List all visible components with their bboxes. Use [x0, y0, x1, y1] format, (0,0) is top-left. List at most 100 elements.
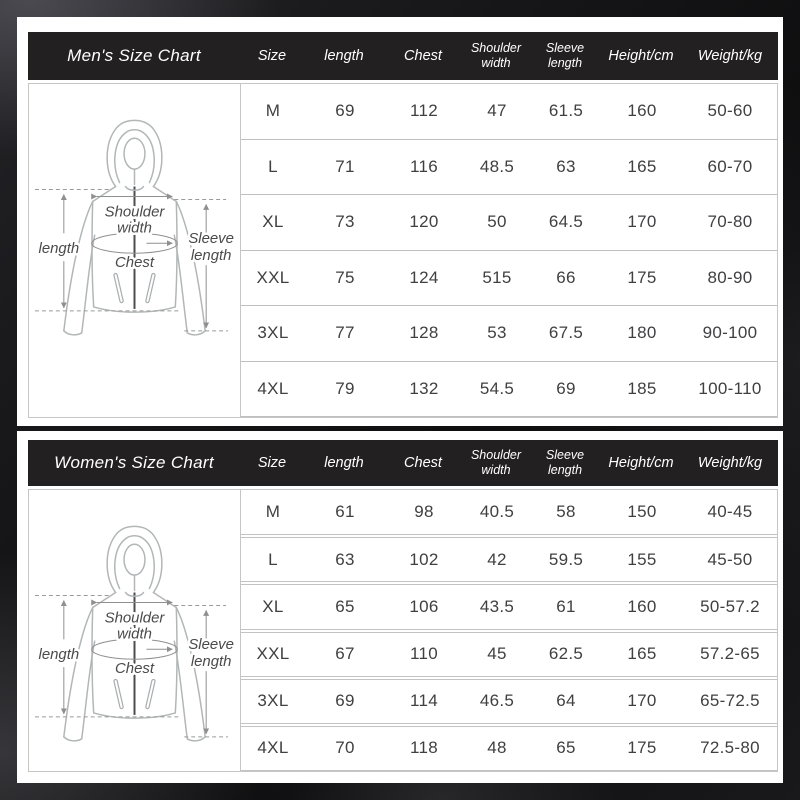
cell-weight: 72.5-80 — [700, 738, 760, 758]
length-label: length — [39, 646, 80, 663]
cell-chest: 110 — [409, 644, 438, 664]
col-header-length: length — [324, 48, 364, 64]
table-row: 3XL 77 128 53 67.5 180 90-100 — [241, 306, 777, 362]
cell-shoulder-width: 515 — [482, 267, 512, 287]
jacket-measurement-diagram: length Shoulder width Chest Sleeve lengt… — [29, 490, 241, 771]
chest-ellipse — [91, 232, 178, 254]
cell-chest: 128 — [409, 323, 439, 343]
shoulder-width-label-line1: Shoulder — [105, 203, 166, 220]
cell-height: 160 — [627, 101, 657, 121]
cell-height: 165 — [627, 644, 657, 664]
cell-weight: 50-60 — [707, 101, 753, 121]
jacket-measurement-diagram: length Shoulder width Chest Sleeve lengt… — [29, 84, 241, 417]
shoulder-width-label-line1: Shoulder — [105, 609, 166, 626]
cell-chest: 132 — [409, 378, 439, 398]
mens-table-header: Men's Size Chart Size length Chest Shoul… — [28, 32, 778, 80]
shoulder-width-label-line2: width — [117, 625, 152, 642]
cell-size: M — [265, 502, 281, 522]
cell-length: 75 — [335, 267, 355, 287]
cell-chest: 118 — [409, 738, 438, 758]
cell-shoulder-width: 48 — [487, 738, 507, 758]
cell-length: 79 — [335, 378, 355, 398]
mens-size-rows: M 69 112 47 61.5 160 50-60 L 71 116 48.5… — [241, 84, 777, 417]
womens-size-chart-panel: Women's Size Chart Size length Chest Sho… — [17, 431, 783, 783]
table-row: XL 65 106 43.5 61 160 50-57.2 — [241, 584, 777, 630]
cell-size: XXL — [256, 267, 290, 287]
cell-length: 69 — [335, 691, 355, 711]
cell-size: M — [265, 101, 281, 121]
cell-shoulder-width: 46.5 — [479, 691, 515, 711]
col-header-sleeve-length: Sleeve length — [545, 41, 585, 70]
cell-shoulder-width: 54.5 — [479, 378, 515, 398]
cell-sleeve-length: 66 — [556, 267, 576, 287]
cell-size: 4XL — [257, 378, 289, 398]
mens-chart-title: Men's Size Chart — [67, 46, 201, 65]
cell-sleeve-length: 59.5 — [548, 549, 584, 569]
cell-shoulder-width: 42 — [487, 549, 507, 569]
measurement-annotations: length Shoulder width Chest Sleeve lengt… — [34, 595, 236, 738]
cell-shoulder-width: 43.5 — [479, 596, 515, 616]
cell-chest: 116 — [409, 156, 438, 176]
cell-sleeve-length: 64 — [556, 691, 576, 711]
jacket-diagram-svg: length Shoulder width Chest Sleeve lengt… — [34, 525, 236, 742]
cell-height: 170 — [627, 212, 657, 232]
sleeve-length-label-line1: Sleeve — [188, 636, 234, 653]
cell-height: 175 — [627, 267, 657, 287]
cell-height: 150 — [627, 502, 657, 522]
cell-size: XXL — [256, 644, 290, 664]
sleeve-length-label-line2: length — [191, 653, 232, 670]
cell-sleeve-length: 62.5 — [548, 644, 584, 664]
cell-length: 61 — [335, 502, 355, 522]
cell-sleeve-length: 69 — [556, 378, 576, 398]
cell-sleeve-length: 58 — [556, 502, 576, 522]
cell-height: 155 — [627, 549, 657, 569]
col-header-weight: Weight/kg — [697, 48, 763, 64]
cell-weight: 80-90 — [707, 267, 753, 287]
table-row: L 71 116 48.5 63 165 60-70 — [241, 140, 777, 195]
cell-size: 4XL — [257, 738, 289, 758]
cell-sleeve-length: 67.5 — [548, 323, 584, 343]
measurement-annotations: length Shoulder width Chest Sleeve lengt… — [34, 189, 236, 332]
cell-chest: 124 — [409, 267, 439, 287]
cell-size: L — [268, 549, 278, 569]
cell-chest: 112 — [409, 101, 438, 121]
cell-shoulder-width: 48.5 — [479, 156, 515, 176]
cell-length: 77 — [335, 323, 355, 343]
womens-table-header: Women's Size Chart Size length Chest Sho… — [28, 440, 778, 486]
womens-size-rows: M 61 98 40.5 58 150 40-45 L 63 102 42 59… — [241, 490, 777, 771]
womens-chart-title: Women's Size Chart — [54, 453, 214, 472]
sleeve-length-label-line2: length — [191, 247, 232, 264]
col-header-chest: Chest — [404, 48, 442, 64]
table-row: M 69 112 47 61.5 160 50-60 — [241, 84, 777, 140]
cell-size: 3XL — [257, 691, 289, 711]
col-header-length: length — [324, 455, 364, 471]
cell-chest: 106 — [409, 596, 439, 616]
col-header-shoulder-width: Shoulder width — [470, 448, 522, 477]
table-row: XXL 67 110 45 62.5 165 57.2-65 — [241, 631, 777, 677]
cell-length: 70 — [335, 738, 355, 758]
cell-height: 160 — [627, 596, 657, 616]
cell-weight: 90-100 — [702, 323, 758, 343]
jacket-pockets — [113, 272, 156, 304]
cell-length: 71 — [335, 156, 355, 176]
cell-height: 180 — [627, 323, 657, 343]
table-row: XL 73 120 50 64.5 170 70-80 — [241, 195, 777, 251]
cell-length: 65 — [335, 596, 355, 616]
col-header-height: Height/cm — [608, 48, 674, 64]
cell-chest: 114 — [409, 691, 438, 711]
table-row: XXL 75 124 515 66 175 80-90 — [241, 251, 777, 306]
cell-shoulder-width: 45 — [487, 644, 507, 664]
col-header-size: Size — [257, 48, 287, 64]
shoulder-width-label-line2: width — [117, 219, 152, 236]
cell-length: 73 — [335, 212, 355, 232]
cell-sleeve-length: 63 — [556, 156, 576, 176]
cell-sleeve-length: 61 — [556, 596, 576, 616]
chest-ellipse — [91, 638, 178, 660]
table-row: 4XL 70 118 48 65 175 72.5-80 — [241, 725, 777, 771]
cell-height: 165 — [627, 156, 657, 176]
womens-table-body: length Shoulder width Chest Sleeve lengt… — [28, 489, 778, 772]
sleeve-length-label-line1: Sleeve — [188, 230, 234, 247]
cell-weight: 45-50 — [707, 549, 753, 569]
cell-shoulder-width: 53 — [487, 323, 507, 343]
cell-length: 63 — [335, 549, 355, 569]
